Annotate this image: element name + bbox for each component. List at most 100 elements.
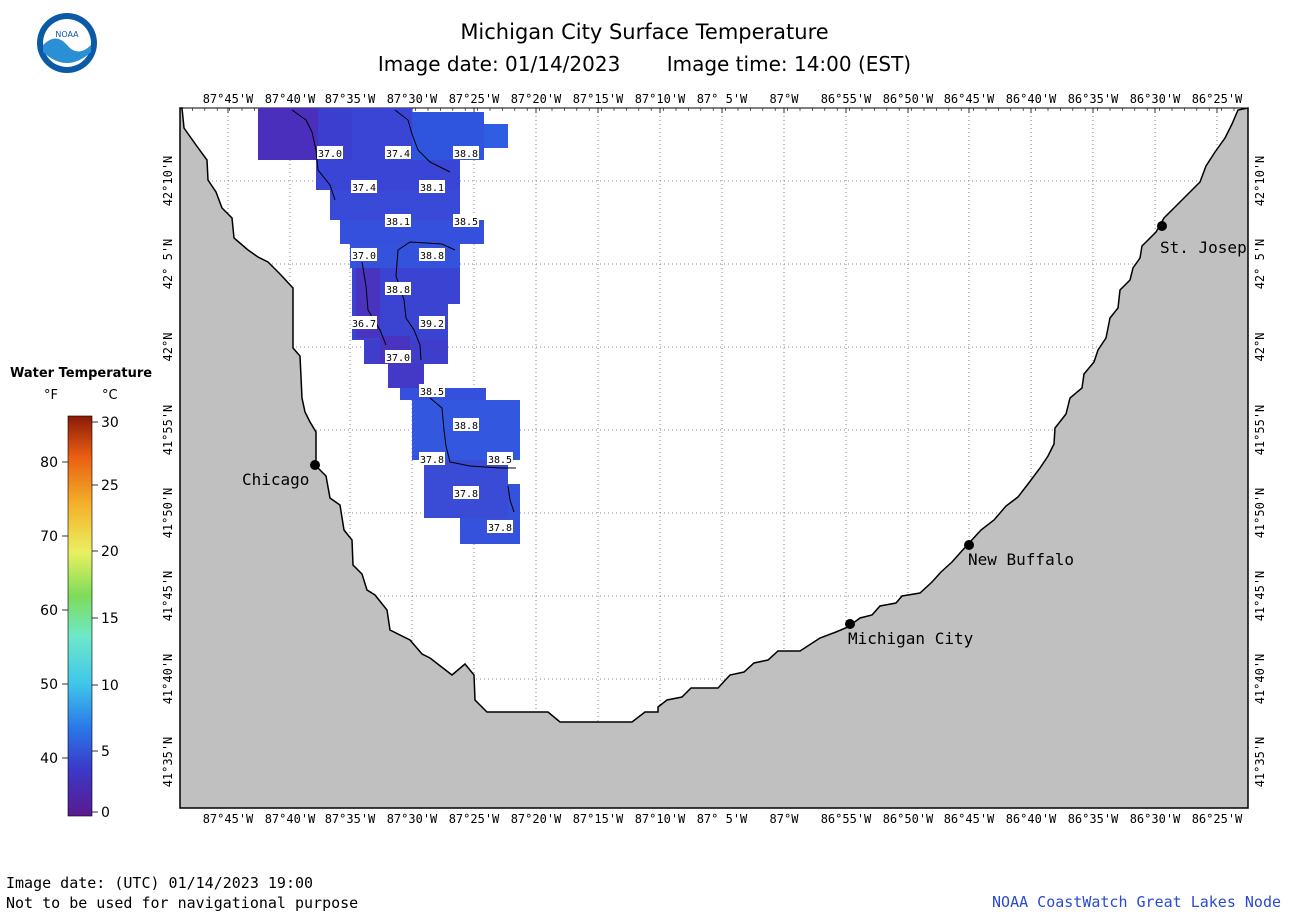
lat-label-right: 42° 5'N [1253, 239, 1267, 290]
temp-label: 38.8 [386, 285, 410, 296]
temp-label-bg [453, 146, 479, 159]
temp-label-bg [351, 316, 377, 329]
lon-label-top: 87°10'W [635, 92, 686, 106]
lon-label-bottom: 86°30'W [1130, 812, 1181, 826]
lon-label-top: 86°25'W [1192, 92, 1243, 106]
temp-label-bg [487, 520, 513, 533]
temp-label: 37.4 [352, 183, 376, 194]
temp-label-bg [453, 214, 479, 227]
city-dot [964, 540, 974, 550]
temp-label-bg [419, 180, 445, 193]
colorbar [67, 415, 93, 817]
lat-label-right: 42°10'N [1253, 156, 1267, 207]
lon-label-bottom: 87°30'W [387, 812, 438, 826]
lon-label-top: 87°15'W [573, 92, 624, 106]
legend-f-tick: 70 [40, 529, 58, 545]
lat-label-left: 41°35'N [161, 737, 175, 788]
temp-label: 37.8 [488, 523, 512, 534]
city-label: Michigan City [848, 629, 974, 648]
lat-label-left: 42°10'N [161, 156, 175, 207]
temp-label-bg [317, 146, 343, 159]
logo-text: NOAA [55, 30, 79, 39]
temp-label: 39.2 [420, 319, 444, 330]
lon-label-top: 87°30'W [387, 92, 438, 106]
lon-label-top: 87°25'W [449, 92, 500, 106]
lon-label-top: 87°20'W [511, 92, 562, 106]
legend-c-tick: 5 [101, 744, 110, 760]
temp-label-bg [419, 316, 445, 329]
lon-label-bottom: 87°20'W [511, 812, 562, 826]
lat-label-right: 41°40'N [1253, 654, 1267, 705]
west-shore-land [179, 107, 1249, 809]
legend-f-tick: 80 [40, 455, 58, 471]
lat-label-right: 41°55'N [1253, 405, 1267, 456]
legend-c-tick: 10 [101, 678, 119, 694]
footer-utc-date: Image date: (UTC) 01/14/2023 19:00 [6, 874, 314, 892]
lon-label-bottom: 87° 5'W [697, 812, 748, 826]
map-subtitle: Image date: 01/14/2023 Image time: 14:00… [0, 52, 1289, 76]
temp-label: 38.5 [454, 217, 478, 228]
lat-label-left: 42° 5'N [161, 239, 175, 290]
temp-pixel [388, 364, 424, 388]
lon-label-top: 86°50'W [883, 92, 934, 106]
temp-label-bg [419, 384, 445, 397]
temp-label: 37.8 [420, 455, 444, 466]
city-dot [310, 460, 320, 470]
lat-lon-grid: 87°45'W 87°45'W 87°40'W 87°40'W 87°35'W 87°35… [161, 92, 1267, 826]
lon-label-top: 87° 5'W [697, 92, 748, 106]
legend-unit-f: °F [44, 388, 58, 403]
temp-label-bg [385, 146, 411, 159]
lon-label-top: 87°35'W [325, 92, 376, 106]
lat-label-right: 41°50'N [1253, 488, 1267, 539]
lon-label-bottom: 86°40'W [1006, 812, 1057, 826]
temp-pixel [258, 108, 318, 160]
lon-label-top: 86°45'W [944, 92, 995, 106]
temp-pixel [508, 484, 520, 518]
temp-label: 38.8 [454, 149, 478, 160]
lon-label-bottom: 87°W [770, 812, 800, 826]
temp-label-bg [385, 214, 411, 227]
image-date: Image date: 01/14/2023 [377, 52, 621, 76]
temp-label-bg [385, 350, 411, 363]
temp-label-bg [453, 486, 479, 499]
temp-label: 37.0 [352, 251, 376, 262]
lon-label-bottom: 86°45'W [944, 812, 995, 826]
temp-label: 38.1 [386, 217, 410, 228]
lat-label-left: 41°50'N [161, 488, 175, 539]
temp-label: 38.5 [420, 387, 444, 398]
temp-label: 37.8 [454, 489, 478, 500]
city-label: St. Josep [1160, 238, 1247, 257]
city-dot [845, 619, 855, 629]
lon-label-bottom: 87°40'W [265, 812, 316, 826]
lon-label-bottom: 86°35'W [1068, 812, 1119, 826]
temp-label-bg [351, 180, 377, 193]
lon-label-bottom: 87°15'W [573, 812, 624, 826]
lon-label-bottom: 86°55'W [821, 812, 872, 826]
lon-label-bottom: 87°35'W [325, 812, 376, 826]
image-time: Image time: 14:00 (EST) [666, 52, 912, 76]
lon-label-top: 86°35'W [1068, 92, 1119, 106]
legend-c-tick: 15 [101, 611, 119, 627]
map-title: Michigan City Surface Temperature [460, 20, 829, 44]
temp-label: 38.5 [488, 455, 512, 466]
lat-label-right: 41°45'N [1253, 571, 1267, 622]
lon-label-top: 87°W [770, 92, 800, 106]
lon-label-bottom: 86°50'W [883, 812, 934, 826]
legend-c-tick: 30 [101, 415, 119, 431]
temp-label-bg [487, 452, 513, 465]
lon-label-bottom: 87°25'W [449, 812, 500, 826]
temp-label-bg [419, 248, 445, 261]
lon-label-bottom: 86°25'W [1192, 812, 1243, 826]
temp-label-bg [385, 282, 411, 295]
lon-label-bottom: 87°10'W [635, 812, 686, 826]
city-markers: Chicago St. Josep New Buffalo Michigan City [242, 221, 1247, 648]
temp-label: 38.8 [420, 251, 444, 262]
legend-unit-c: °C [102, 388, 118, 403]
temperature-labels: 37.0 37.4 38.8 37.4 38.1 38.1 38.5 37.0 38.8 38.8… [317, 146, 513, 534]
temp-label: 38.1 [420, 183, 444, 194]
noaa-logo: NOAA [37, 13, 97, 73]
legend-f-tick: 50 [40, 677, 58, 693]
city-label: Chicago [242, 470, 309, 489]
